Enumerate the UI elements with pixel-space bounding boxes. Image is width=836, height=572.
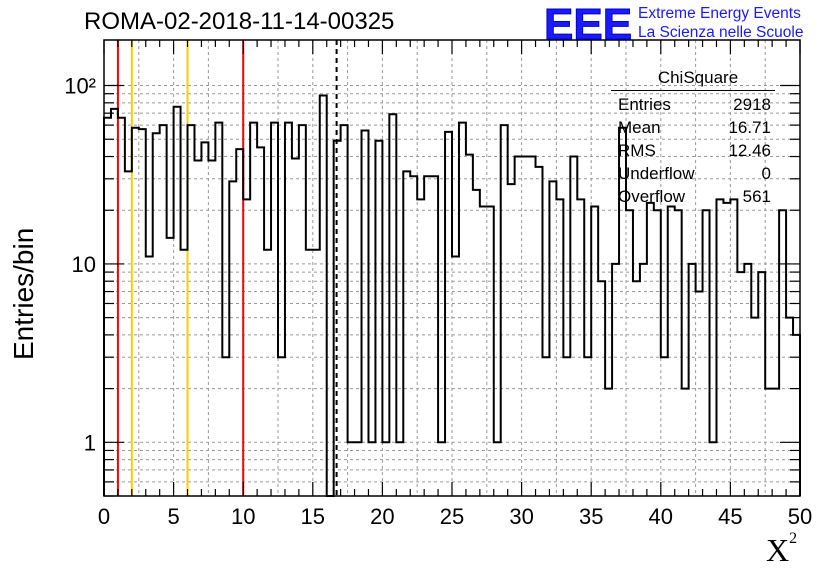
stats-title: ChiSquare	[657, 68, 739, 87]
stats-value: 16.71	[728, 118, 771, 137]
y-tick-label: 10	[72, 252, 96, 277]
y-tick-label: 1	[84, 430, 96, 455]
chart-title: ROMA-02-2018-11-14-00325	[84, 8, 395, 35]
x-tick-label: 40	[649, 504, 673, 529]
logo-line-2: La Scienza nelle Scuole	[638, 24, 804, 41]
y-tick-label: 10²	[64, 74, 96, 99]
stats-box: ChiSquare Entries 2918 Mean 16.71 RMS 12…	[611, 66, 775, 208]
x-tick-label: 20	[370, 504, 394, 529]
stats-value: 2918	[733, 95, 771, 114]
y-axis-label: Entries/bin	[8, 227, 39, 360]
x-tick-label: 45	[718, 504, 742, 529]
stats-label: Mean	[618, 118, 661, 137]
stats-row-entries: Entries 2918	[611, 93, 775, 116]
logo-line-1: Extreme Energy Events	[638, 5, 801, 22]
stats-value: 561	[742, 187, 771, 206]
x-tick-label: 25	[440, 504, 464, 529]
stats-row-underflow: Underflow 0	[611, 162, 775, 185]
eee-logo-mark: EEE	[543, 0, 633, 50]
stats-label: Entries	[618, 95, 671, 114]
x-tick-label: 35	[579, 504, 603, 529]
stats-label: Overflow	[618, 187, 686, 206]
x-tick-label: 5	[167, 504, 179, 529]
x-tick-label: 50	[788, 504, 812, 529]
stats-value: 12.46	[728, 141, 771, 160]
x-tick-label: 0	[98, 504, 110, 529]
x-axis-label: X2	[766, 530, 798, 568]
stats-row-mean: Mean 16.71	[611, 116, 775, 139]
histogram-series	[103, 94, 801, 497]
stats-label: RMS	[618, 141, 656, 160]
x-tick-label: 30	[509, 504, 533, 529]
stats-divider	[611, 90, 775, 91]
stats-row-overflow: Overflow 561	[611, 185, 775, 208]
x-tick-label: 10	[231, 504, 255, 529]
stats-row-rms: RMS 12.46	[611, 139, 775, 162]
x-tick-label: 15	[301, 504, 325, 529]
stats-value: 0	[761, 164, 771, 183]
stats-label: Underflow	[618, 164, 695, 183]
